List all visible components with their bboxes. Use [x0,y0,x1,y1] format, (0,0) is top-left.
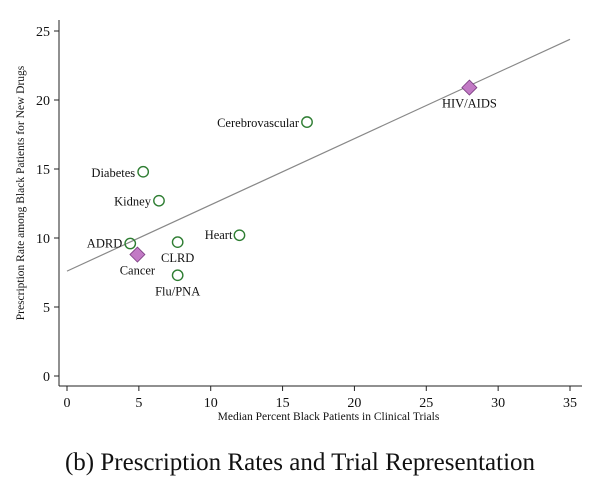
x-tick-label: 5 [135,396,142,411]
x-tick-label: 0 [64,396,71,411]
point-kidney [153,194,165,207]
data-label-cerebrovascular: Cerebrovascular [217,116,300,130]
data-label-flu-pna: Flu/PNA [155,284,200,298]
point-cancer [129,246,146,263]
fit-line [66,38,571,272]
point-adrd [124,237,137,250]
figure-caption: (b) Prescription Rates and Trial Represe… [64,449,536,476]
y-axis-label: Prescription Rate among Black Patients f… [15,65,27,320]
y-tick-label: 15 [36,163,50,178]
x-tick-label: 10 [204,396,218,411]
y-tick-label: 25 [36,25,50,40]
y-tick-label: 5 [43,301,50,316]
point-cerebrovascular [301,116,313,128]
data-label-heart: Heart [205,228,233,242]
data-label-cancer: Cancer [120,264,156,278]
x-tick-label: 25 [419,396,433,411]
x-tick-label: 15 [276,396,290,411]
data-label-clrd: CLRD [161,251,194,265]
y-tick-label: 20 [36,94,50,109]
x-tick-label: 30 [491,396,505,411]
point-clrd [171,236,184,249]
data-label-hiv-aids: HIV/AIDS [442,97,497,111]
point-heart [233,229,246,242]
y-tick-label: 0 [43,370,50,385]
x-axis-label: Median Percent Black Patients in Clinica… [218,411,440,423]
data-label-kidney: Kidney [114,195,152,209]
point-flu-pna [171,269,184,282]
x-tick-label: 20 [347,396,361,411]
point-diabetes [137,165,150,178]
point-hiv-aids [461,79,478,96]
x-tick-label: 35 [563,396,577,411]
data-label-diabetes: Diabetes [91,166,135,180]
scatter-chart: 0 5 10 15 20 25 0 5 10 15 20 25 30 35 Median Percent B… [15,20,582,423]
y-tick-label: 10 [36,232,50,247]
data-label-adrd: ADRD [87,237,122,251]
